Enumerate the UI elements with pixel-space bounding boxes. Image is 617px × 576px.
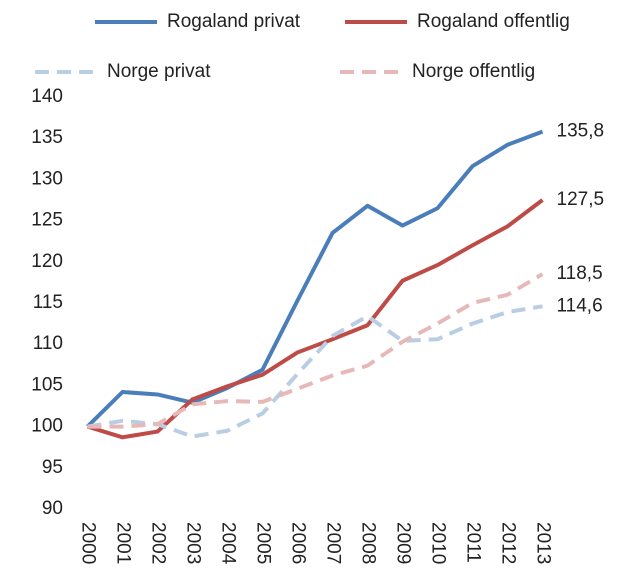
x-tick-label: 2011 xyxy=(462,522,483,563)
legend-label: Norge privat xyxy=(107,61,211,82)
x-tick-label: 2004 xyxy=(217,522,238,565)
legend-label: Rogaland offentlig xyxy=(417,11,570,32)
x-tick-label: 2000 xyxy=(77,522,98,564)
y-tick-label: 115 xyxy=(33,292,63,313)
y-tick-label: 100 xyxy=(31,416,63,437)
series-line xyxy=(86,129,544,429)
y-tick-label: 90 xyxy=(42,498,63,519)
series-line xyxy=(86,198,544,440)
value-label: 114,6 xyxy=(557,295,603,316)
y-tick-label: 105 xyxy=(31,374,63,395)
y-tick-label: 130 xyxy=(31,168,63,189)
x-tick-label: 2001 xyxy=(112,522,133,564)
x-tick-label: 2013 xyxy=(532,522,553,564)
x-tick-label: 2006 xyxy=(287,522,308,564)
x-tick-label: 2005 xyxy=(252,522,273,564)
value-label: 118,5 xyxy=(557,263,603,284)
x-tick-label: 2003 xyxy=(182,522,203,564)
value-label: 127,5 xyxy=(557,189,605,210)
legend-label: Rogaland privat xyxy=(167,11,301,32)
y-tick-label: 135 xyxy=(31,127,63,148)
x-tick-label: 2002 xyxy=(147,522,168,564)
y-tick-label: 125 xyxy=(31,210,63,231)
x-tick-label: 2012 xyxy=(497,522,518,564)
value-label: 135,8 xyxy=(557,121,605,142)
y-tick-label: 140 xyxy=(31,86,63,107)
series-line xyxy=(87,272,544,429)
legend-label: Norge offentlig xyxy=(412,61,535,82)
y-tick-label: 110 xyxy=(33,333,63,354)
series-line xyxy=(87,304,543,439)
y-tick-label: 120 xyxy=(31,251,63,272)
y-tick-label: 95 xyxy=(42,457,63,478)
x-tick-label: 2007 xyxy=(322,522,343,564)
x-tick-label: 2008 xyxy=(357,522,378,564)
x-tick-label: 2010 xyxy=(427,522,448,564)
x-tick-label: 2009 xyxy=(392,522,413,564)
